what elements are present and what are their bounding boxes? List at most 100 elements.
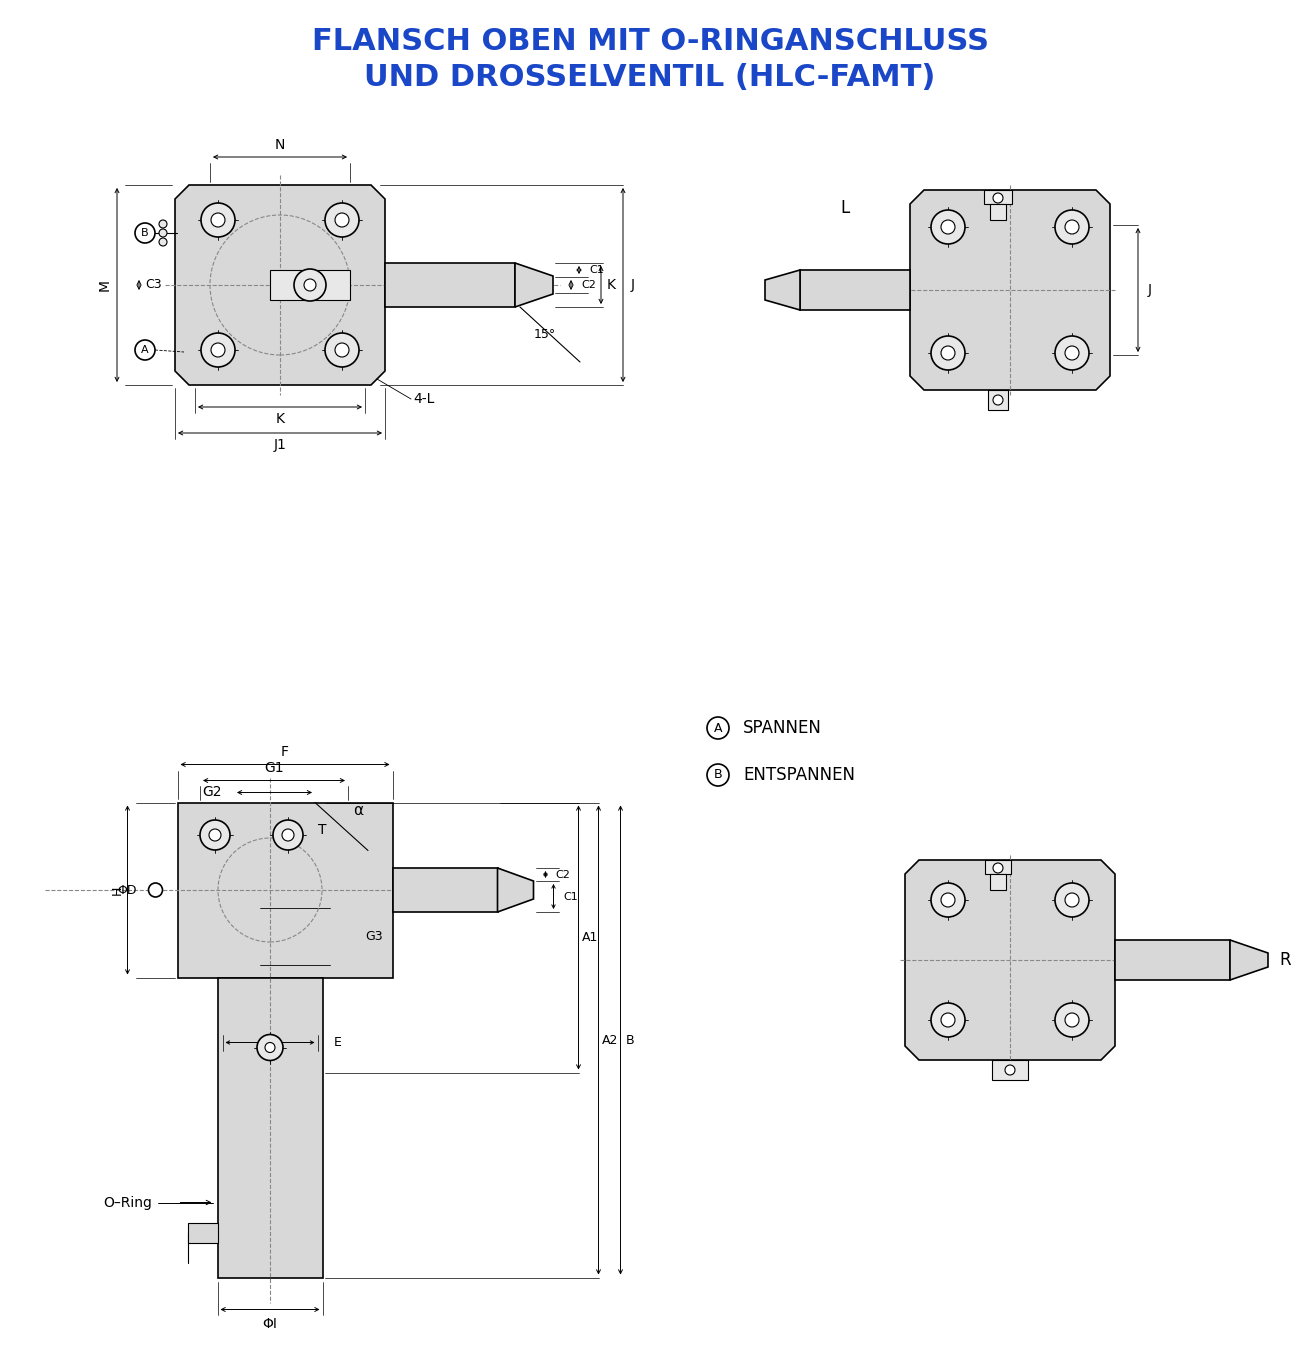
Circle shape [993, 863, 1004, 873]
Text: A1: A1 [582, 931, 599, 944]
Text: K: K [276, 412, 285, 427]
Bar [393, 868, 498, 913]
Circle shape [135, 223, 155, 243]
Polygon shape [764, 270, 800, 310]
Text: J: J [1148, 284, 1152, 297]
Circle shape [1065, 346, 1079, 360]
Circle shape [931, 336, 965, 370]
Circle shape [202, 202, 235, 238]
Bar [988, 390, 1008, 410]
Circle shape [304, 279, 316, 292]
Text: M: M [98, 279, 112, 292]
Text: ENTSPANNEN: ENTSPANNEN [744, 765, 855, 784]
Text: H: H [111, 886, 124, 895]
Circle shape [1065, 220, 1079, 234]
Circle shape [325, 202, 359, 238]
Text: B: B [142, 228, 148, 238]
Circle shape [211, 213, 225, 227]
Circle shape [1056, 336, 1089, 370]
Polygon shape [515, 263, 552, 306]
Circle shape [335, 213, 348, 227]
Text: C1: C1 [589, 265, 603, 275]
Bar [992, 1060, 1028, 1080]
Bar [217, 977, 322, 1277]
Text: T: T [317, 824, 326, 837]
Text: G1: G1 [264, 761, 283, 775]
Bar [270, 270, 350, 300]
Bar [991, 873, 1006, 890]
Text: K: K [607, 278, 615, 292]
Circle shape [1065, 892, 1079, 907]
Polygon shape [176, 185, 385, 385]
Bar [985, 860, 1011, 873]
Polygon shape [910, 190, 1110, 390]
Text: A2: A2 [602, 1034, 619, 1046]
Text: G2: G2 [203, 786, 222, 799]
Bar [1115, 940, 1230, 980]
Bar [800, 270, 910, 310]
Text: A: A [142, 346, 148, 355]
Circle shape [209, 829, 221, 841]
Text: R: R [1279, 950, 1291, 969]
Text: J: J [630, 278, 634, 292]
Circle shape [282, 829, 294, 841]
Circle shape [335, 343, 348, 356]
Circle shape [993, 193, 1004, 202]
Text: FLANSCH OBEN MIT O-RINGANSCHLUSS: FLANSCH OBEN MIT O-RINGANSCHLUSS [312, 27, 988, 57]
Circle shape [325, 333, 359, 367]
Bar [178, 802, 393, 977]
Circle shape [931, 211, 965, 244]
Text: G3: G3 [365, 930, 383, 944]
Circle shape [211, 343, 225, 356]
Text: UND DROSSELVENTIL (HLC-FAMT): UND DROSSELVENTIL (HLC-FAMT) [364, 63, 936, 93]
Polygon shape [1230, 940, 1268, 980]
Circle shape [202, 333, 235, 367]
Text: B: B [627, 1034, 634, 1046]
Bar [991, 204, 1006, 220]
Text: SPANNEN: SPANNEN [744, 720, 822, 737]
Text: B: B [714, 768, 723, 782]
Circle shape [941, 1012, 956, 1027]
Polygon shape [905, 860, 1115, 1060]
Circle shape [273, 819, 303, 850]
Circle shape [257, 1034, 283, 1061]
Circle shape [931, 1003, 965, 1037]
Circle shape [1005, 1065, 1015, 1075]
Text: J1: J1 [273, 437, 286, 452]
Circle shape [707, 764, 729, 786]
Text: N: N [274, 138, 285, 153]
Bar [984, 190, 1011, 204]
Circle shape [941, 892, 956, 907]
Circle shape [148, 883, 162, 896]
Text: E: E [334, 1035, 342, 1049]
Circle shape [941, 220, 956, 234]
Text: O–Ring: O–Ring [104, 1196, 152, 1210]
Text: 4-L: 4-L [413, 392, 434, 406]
Text: A: A [714, 721, 723, 734]
Circle shape [931, 883, 965, 917]
Circle shape [941, 346, 956, 360]
Circle shape [1065, 1012, 1079, 1027]
Circle shape [265, 1042, 276, 1053]
Circle shape [294, 269, 326, 301]
Text: ΦI: ΦI [263, 1316, 277, 1331]
Text: 15°: 15° [534, 328, 556, 342]
Circle shape [1056, 1003, 1089, 1037]
Text: C3: C3 [146, 278, 162, 292]
Text: ΦD: ΦD [118, 883, 138, 896]
Circle shape [707, 717, 729, 738]
Polygon shape [498, 868, 533, 913]
Circle shape [1056, 211, 1089, 244]
Bar [187, 1223, 217, 1242]
Circle shape [159, 220, 166, 228]
Text: F: F [281, 745, 289, 760]
Circle shape [159, 230, 166, 238]
Text: L: L [840, 198, 850, 217]
Circle shape [993, 396, 1004, 405]
Bar [385, 263, 515, 306]
Text: C2: C2 [555, 869, 571, 879]
Text: C1: C1 [563, 891, 578, 902]
Circle shape [200, 819, 230, 850]
Text: α: α [352, 803, 363, 818]
Circle shape [1056, 883, 1089, 917]
